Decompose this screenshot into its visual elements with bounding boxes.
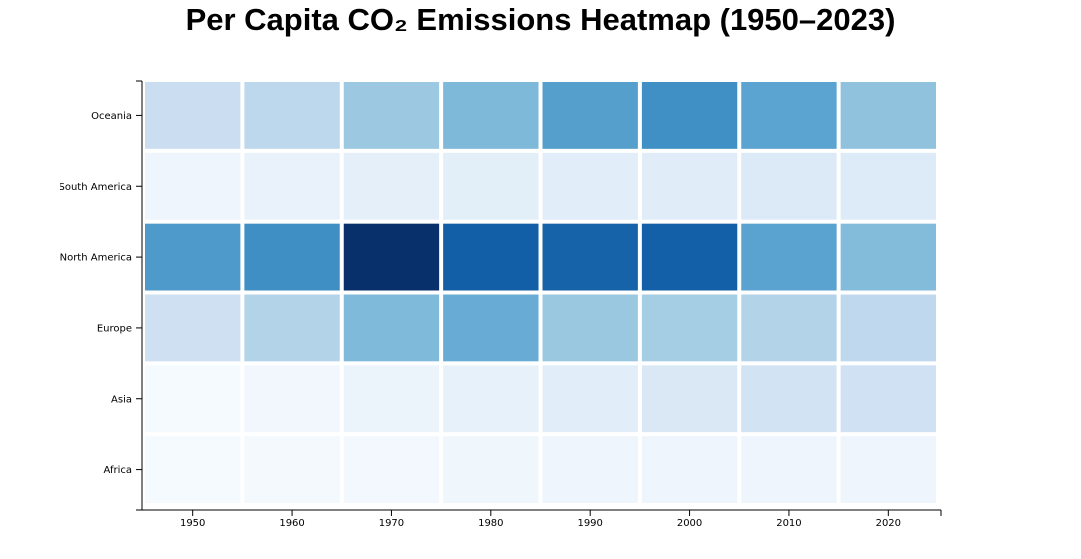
heatmap-cell: [443, 223, 539, 291]
heatmap-cell: [443, 294, 539, 362]
y-tick-label: Europe: [97, 323, 132, 334]
heatmap-cell: [145, 82, 241, 149]
heatmap-cell: [840, 365, 937, 433]
heatmap-cell: [542, 223, 638, 291]
heatmap-cell: [840, 223, 937, 291]
heatmap-cell: [244, 436, 340, 503]
heatmap-cell: [741, 436, 837, 503]
heatmap-cell: [443, 82, 539, 149]
heatmap-cell: [443, 365, 539, 433]
heatmap-cell: [145, 294, 241, 362]
heatmap-cell: [443, 436, 539, 503]
heatmap-cell: [145, 365, 241, 433]
heatmap-cell: [145, 223, 241, 291]
axes: Oceania South America North America Europe A…: [59, 80, 942, 529]
heatmap-cell: [343, 82, 440, 149]
x-tick-label: 1960: [279, 518, 304, 529]
heatmap-cell: [840, 82, 937, 149]
heatmap-cell: [741, 294, 837, 362]
heatmap-cell: [741, 82, 837, 149]
heatmap-cell: [741, 365, 837, 433]
x-tick-label: 1990: [577, 518, 602, 529]
heatmap-cell: [542, 82, 638, 149]
heatmap-cell: [641, 365, 738, 433]
heatmap-cell: [542, 436, 638, 503]
heatmap-cell: [145, 152, 241, 220]
heatmap-cell: [343, 223, 440, 291]
heatmap-cell: [542, 365, 638, 433]
heatmap-cell: [343, 365, 440, 433]
heatmap-cell: [641, 223, 738, 291]
heatmap-cell: [741, 223, 837, 291]
heatmap-cell: [542, 294, 638, 362]
heatmap-cell: [244, 82, 340, 149]
y-tick-label: Asia: [111, 394, 132, 405]
heatmap-cell: [840, 294, 937, 362]
heatmap-cell: [244, 365, 340, 433]
heatmap-cell: [641, 82, 738, 149]
x-tick-label: 2000: [677, 518, 702, 529]
y-tick-label: Africa: [103, 465, 132, 476]
heatmap-cell: [840, 152, 937, 220]
heatmap-cell: [542, 152, 638, 220]
x-tick-label: 1980: [478, 518, 503, 529]
heatmap-cell: [244, 152, 340, 220]
heatmap-cell: [343, 294, 440, 362]
heatmap-cell: [641, 152, 738, 220]
heatmap-cell: [741, 152, 837, 220]
heatmap-cell: [244, 294, 340, 362]
chart-title: Per Capita CO₂ Emissions Heatmap (1950–2…: [185, 2, 896, 37]
x-tick-label: 1970: [379, 518, 404, 529]
heatmap-cell: [840, 436, 937, 503]
x-tick-label: 1950: [180, 518, 205, 529]
heatmap-cell: [145, 436, 241, 503]
x-tick-label: 2020: [876, 518, 901, 529]
heatmap-cell: [641, 436, 738, 503]
heatmap-cells: [145, 82, 937, 503]
y-tick-label: Oceania: [91, 111, 132, 122]
y-tick-label: North America: [60, 253, 132, 264]
x-tick-label: 2010: [776, 518, 801, 529]
heatmap-cell: [343, 436, 440, 503]
heatmap-cell: [343, 152, 440, 220]
heatmap-cell: [641, 294, 738, 362]
y-tick-label: South America: [59, 182, 133, 193]
heatmap-cell: [443, 152, 539, 220]
heatmap-cell: [244, 223, 340, 291]
